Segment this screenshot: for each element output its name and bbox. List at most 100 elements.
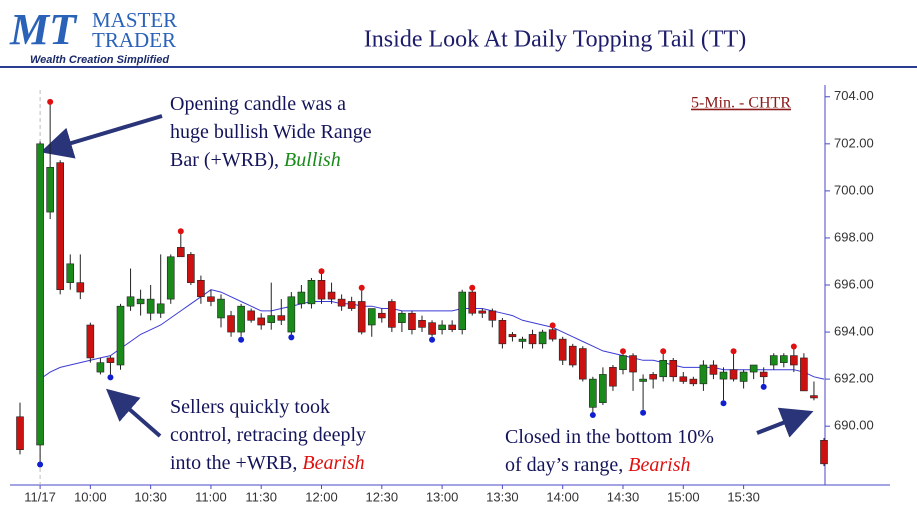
candle-body (56, 162, 65, 291)
x-tick-label: 13:30 (486, 489, 519, 504)
y-tick-label: 692.00 (834, 371, 874, 386)
y-tick-label: 694.00 (834, 323, 874, 338)
candle-body (528, 334, 537, 345)
candle-body (759, 371, 768, 378)
candle-body (739, 371, 748, 382)
candle-body (458, 291, 467, 331)
annotation-line: Opening candle was a (170, 93, 346, 115)
candle-body (719, 371, 728, 380)
candle-body (277, 315, 286, 321)
annotation-line: huge bullish Wide Range (170, 121, 372, 143)
logo-line: TRADER (92, 28, 176, 52)
candle-body (508, 334, 517, 338)
x-tick-label: 10:00 (74, 489, 107, 504)
candle-body (197, 279, 205, 298)
arrow (40, 114, 163, 159)
annotation-line: into the +WRB, Bearish (170, 452, 365, 474)
annotation-emphasis: Bullish (284, 149, 341, 171)
candle-body (217, 298, 225, 319)
candle-body (568, 345, 577, 366)
candle-body (66, 263, 75, 283)
candle-body (729, 369, 738, 380)
x-tick-label: 15:00 (667, 489, 700, 504)
candle-body (106, 357, 115, 363)
annotation: Opening candle was a huge bullish Wide Ra… (170, 93, 372, 171)
high-marker (469, 284, 476, 291)
annotation-text: control, retracing deeply (170, 424, 366, 446)
annotation-emphasis: Bearish (302, 452, 364, 474)
y-tick-label: 696.00 (834, 276, 874, 291)
annotation-text: Sellers quickly took (170, 396, 330, 418)
candle-body (257, 317, 266, 326)
candle-body (589, 378, 597, 408)
candle-body (659, 359, 668, 378)
candle-body (307, 279, 316, 305)
low-marker (589, 412, 596, 419)
annotation-text: into the +WRB, (170, 452, 297, 474)
candle-body (96, 362, 105, 373)
candle-body (177, 247, 185, 258)
candle-body (327, 291, 336, 300)
x-tick-label: 13:00 (426, 489, 459, 504)
candle-body (709, 364, 718, 375)
candle-body (418, 319, 426, 328)
arrow (756, 407, 814, 438)
annotation-text: Bar (+WRB), (170, 149, 279, 171)
candle-body (779, 355, 788, 363)
candle-body (367, 308, 376, 326)
annotation-line: of day’s range, Bearish (505, 454, 691, 476)
x-tick-label: 11:30 (245, 489, 277, 504)
candle-body (267, 315, 276, 323)
candle-body (639, 378, 647, 382)
candle-body (146, 298, 155, 314)
annotation-emphasis: Bearish (628, 454, 690, 476)
high-marker (620, 348, 626, 355)
x-tick-label: 11/17 (24, 489, 56, 504)
annotation-text: Closed in the bottom 10% (505, 426, 714, 448)
annotation-line: Bar (+WRB), Bullish (170, 149, 341, 171)
arrow (105, 388, 162, 438)
candle-body (227, 315, 235, 333)
candle-body (669, 359, 678, 378)
high-marker (177, 228, 184, 235)
x-tick-label: 14:00 (546, 489, 579, 504)
low-marker (760, 383, 767, 390)
candle-body (619, 355, 627, 371)
candle-body (679, 376, 688, 382)
candle-body (408, 312, 416, 331)
candle-body (297, 291, 306, 305)
candle-body (388, 301, 396, 328)
candle-body (428, 322, 436, 335)
candle-body (629, 355, 637, 373)
high-marker (730, 348, 737, 355)
high-marker (47, 98, 54, 105)
high-marker (790, 343, 797, 350)
candle-body (800, 357, 808, 392)
candle-body (488, 310, 497, 321)
candle-body (498, 319, 507, 345)
logo-mark: MT (9, 5, 78, 54)
annotation-line: control, retracing deeply (170, 424, 366, 446)
candle-body (699, 364, 708, 385)
candle-body (649, 374, 657, 380)
candle-body (558, 338, 567, 361)
candle-body (287, 296, 296, 333)
x-tick-label: 12:30 (366, 489, 399, 504)
candle-body (187, 254, 195, 283)
candle-body (337, 298, 346, 307)
candle-body (578, 348, 587, 380)
candle-body (820, 439, 828, 465)
candle-body (518, 338, 527, 342)
candle-body (166, 256, 175, 300)
candle-body (769, 355, 778, 366)
candle-body (749, 364, 758, 373)
tagline: Wealth Creation Simplified (30, 54, 169, 66)
x-tick-label: 15:30 (727, 489, 760, 504)
x-tick-label: 14:30 (607, 489, 640, 504)
candle-body (448, 324, 456, 331)
low-marker (107, 374, 114, 381)
high-marker (358, 284, 365, 291)
candle-body (599, 374, 607, 403)
candle-body (548, 329, 557, 340)
